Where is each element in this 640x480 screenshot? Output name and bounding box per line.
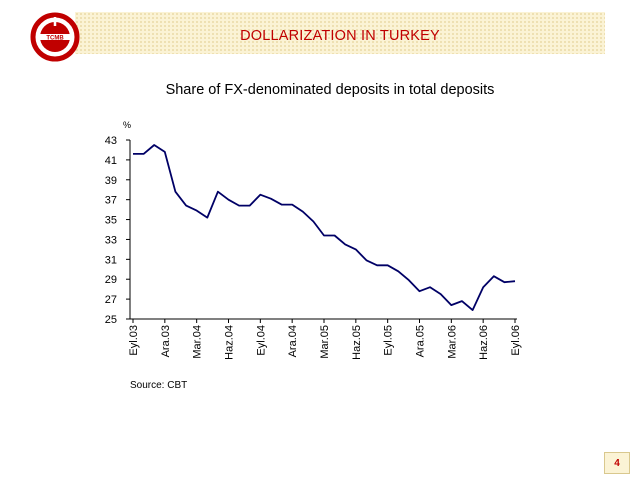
x-tick-label: Haz.04 (224, 325, 236, 360)
x-tick-label: Ara.03 (160, 325, 172, 357)
tcmb-logo-icon: TCMB (30, 12, 80, 62)
y-tick-label: 41 (105, 155, 117, 167)
chart-title: Share of FX-denominated deposits in tota… (165, 82, 495, 98)
x-tick-label: Mar.05 (319, 325, 331, 359)
y-tick-label: 25 (105, 314, 117, 326)
x-tick-label: Haz.05 (351, 325, 363, 360)
x-tick-label: Mar.06 (446, 325, 458, 359)
y-tick-label: 39 (105, 175, 117, 187)
page-title: DOLLARIZATION IN TURKEY (240, 28, 440, 44)
y-tick-label: 31 (105, 254, 117, 266)
x-tick-label: Eyl.04 (255, 325, 267, 356)
x-tick-label: Mar.04 (192, 325, 204, 359)
y-tick-label: 43 (105, 135, 117, 147)
page-number: 4 (604, 452, 630, 474)
y-axis-label: % (123, 120, 131, 130)
x-tick-label: Eyl.03 (128, 325, 140, 356)
y-tick-label: 37 (105, 195, 117, 207)
y-tick-label: 35 (105, 215, 117, 227)
y-tick-label: 27 (105, 294, 117, 306)
source-note: Source: CBT (130, 380, 188, 391)
header-band (75, 12, 605, 54)
svg-text:TCMB: TCMB (46, 36, 64, 42)
x-tick-label: Haz.06 (478, 325, 490, 360)
fx-deposit-share-line (133, 144, 516, 312)
x-tick-label: Eyl.06 (510, 325, 522, 356)
x-tick-label: Eyl.05 (383, 325, 395, 356)
y-tick-label: 33 (105, 234, 117, 246)
x-tick-label: Ara.05 (415, 325, 427, 357)
x-tick-label: Ara.04 (287, 325, 299, 357)
y-tick-label: 29 (105, 274, 117, 286)
